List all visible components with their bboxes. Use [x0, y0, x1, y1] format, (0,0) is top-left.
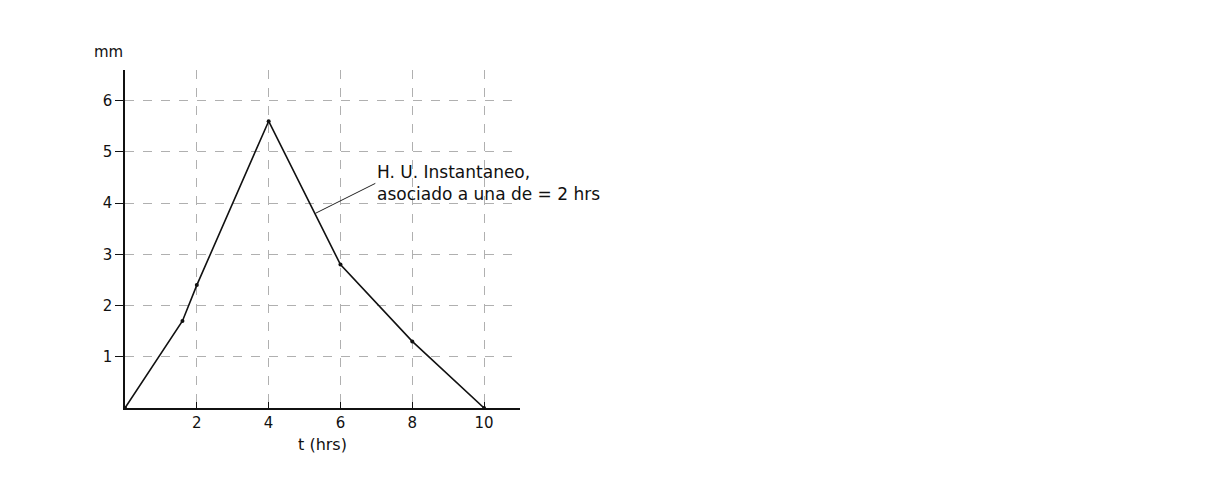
svg-text:t (hrs): t (hrs) [298, 435, 347, 454]
svg-text:4: 4 [264, 414, 274, 432]
svg-text:2: 2 [192, 414, 202, 432]
svg-text:2: 2 [103, 297, 113, 315]
svg-text:mm: mm [94, 43, 123, 61]
svg-text:6: 6 [103, 92, 113, 110]
svg-text:6: 6 [336, 414, 346, 432]
svg-text:5: 5 [103, 143, 113, 161]
svg-text:3: 3 [103, 246, 113, 264]
svg-text:10: 10 [475, 414, 494, 432]
svg-text:1: 1 [103, 348, 113, 366]
svg-text:4: 4 [103, 194, 113, 212]
svg-text:8: 8 [407, 414, 417, 432]
svg-text:H. U. Instantaneo,asociado a u: H. U. Instantaneo,asociado a una de = 2 … [377, 162, 600, 204]
